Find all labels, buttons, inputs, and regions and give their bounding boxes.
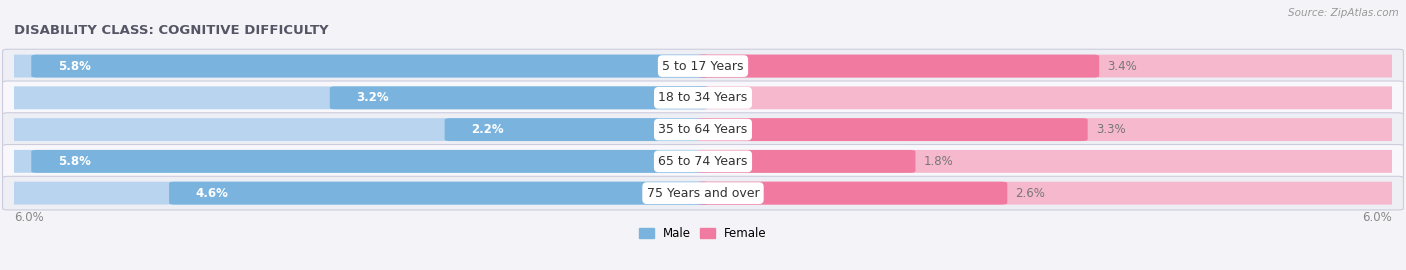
- FancyBboxPatch shape: [697, 86, 1398, 109]
- FancyBboxPatch shape: [444, 118, 709, 141]
- Text: 1.8%: 1.8%: [924, 155, 953, 168]
- FancyBboxPatch shape: [3, 81, 1403, 115]
- FancyBboxPatch shape: [697, 55, 1099, 77]
- Text: 2.2%: 2.2%: [471, 123, 503, 136]
- FancyBboxPatch shape: [8, 55, 709, 77]
- FancyBboxPatch shape: [31, 55, 709, 77]
- FancyBboxPatch shape: [330, 86, 709, 109]
- Text: 4.6%: 4.6%: [195, 187, 228, 200]
- FancyBboxPatch shape: [3, 113, 1403, 146]
- FancyBboxPatch shape: [31, 150, 709, 173]
- Text: 0.0%: 0.0%: [717, 91, 747, 104]
- FancyBboxPatch shape: [697, 150, 915, 173]
- FancyBboxPatch shape: [8, 182, 709, 205]
- FancyBboxPatch shape: [697, 55, 1398, 77]
- FancyBboxPatch shape: [8, 86, 709, 109]
- Text: 35 to 64 Years: 35 to 64 Years: [658, 123, 748, 136]
- Text: 75 Years and over: 75 Years and over: [647, 187, 759, 200]
- FancyBboxPatch shape: [3, 144, 1403, 178]
- Text: 2.6%: 2.6%: [1015, 187, 1045, 200]
- FancyBboxPatch shape: [8, 118, 709, 141]
- Text: 5.8%: 5.8%: [58, 155, 90, 168]
- Text: 5 to 17 Years: 5 to 17 Years: [662, 60, 744, 73]
- FancyBboxPatch shape: [3, 176, 1403, 210]
- FancyBboxPatch shape: [697, 118, 1088, 141]
- FancyBboxPatch shape: [169, 182, 709, 205]
- Text: 18 to 34 Years: 18 to 34 Years: [658, 91, 748, 104]
- Text: 3.3%: 3.3%: [1095, 123, 1125, 136]
- FancyBboxPatch shape: [697, 182, 1398, 205]
- Text: 3.4%: 3.4%: [1107, 60, 1137, 73]
- Text: 5.8%: 5.8%: [58, 60, 90, 73]
- FancyBboxPatch shape: [697, 118, 1398, 141]
- Text: 6.0%: 6.0%: [1362, 211, 1392, 224]
- Text: 65 to 74 Years: 65 to 74 Years: [658, 155, 748, 168]
- Text: Source: ZipAtlas.com: Source: ZipAtlas.com: [1288, 8, 1399, 18]
- Legend: Male, Female: Male, Female: [640, 227, 766, 240]
- Text: 6.0%: 6.0%: [14, 211, 44, 224]
- Text: DISABILITY CLASS: COGNITIVE DIFFICULTY: DISABILITY CLASS: COGNITIVE DIFFICULTY: [14, 23, 329, 36]
- Text: 3.2%: 3.2%: [356, 91, 389, 104]
- FancyBboxPatch shape: [697, 182, 1007, 205]
- FancyBboxPatch shape: [697, 150, 1398, 173]
- FancyBboxPatch shape: [8, 150, 709, 173]
- FancyBboxPatch shape: [3, 49, 1403, 83]
